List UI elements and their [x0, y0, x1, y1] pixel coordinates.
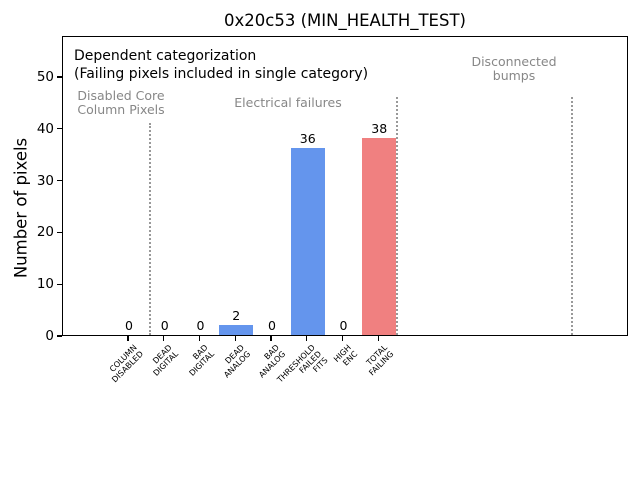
x-tick-mark	[163, 336, 165, 341]
y-tick-mark	[57, 231, 62, 234]
y-tick-label: 30	[36, 172, 54, 189]
bar-value-label: 0	[125, 318, 133, 333]
bar-value-label: 2	[232, 307, 241, 323]
x-tick-mark	[198, 336, 201, 341]
bar-value-label: 0	[268, 318, 276, 333]
x-tick-mark	[377, 336, 379, 341]
y-tick-label: 20	[36, 224, 54, 241]
bar-value-label: 0	[339, 318, 348, 333]
y-tick-label: 50	[36, 68, 54, 85]
x-tick-mark	[341, 336, 344, 341]
y-tick-mark	[57, 335, 62, 337]
region-separator-line	[571, 97, 573, 335]
x-tick-label: COLUMN DISABLED	[107, 343, 145, 385]
annotation-note: Dependent categorization (Failing pixels…	[74, 48, 368, 83]
x-tick-mark	[127, 336, 129, 341]
bar-value-label: 38	[371, 121, 388, 137]
bar-value-label: 36	[299, 131, 316, 147]
y-tick-mark	[57, 283, 62, 285]
x-tick-label: TOTAL FAILING	[364, 343, 395, 378]
x-tick-label: DEAD DIGITAL	[151, 343, 181, 378]
region-label: Disabled Core Column Pixels	[77, 88, 165, 117]
annotation-note-line1: Dependent categorization	[74, 48, 257, 64]
y-tick-label: 0	[45, 328, 54, 344]
y-tick-label: 40	[36, 120, 54, 137]
x-tick-label: THRESHOLD FAILED FITS	[275, 343, 330, 385]
region-separator-line	[149, 123, 151, 335]
bar-value-label: 0	[196, 318, 205, 333]
annotation-note-line2: (Failing pixels included in single categ…	[74, 65, 369, 82]
x-tick-mark	[270, 336, 272, 341]
x-tick-label: BAD DIGITAL	[187, 343, 217, 378]
x-tick-mark	[306, 336, 308, 341]
region-separator-line	[396, 97, 398, 335]
region-label: Electrical failures	[234, 95, 342, 110]
y-tick-mark	[57, 128, 62, 130]
y-tick-mark	[57, 179, 62, 182]
x-tick-mark	[234, 336, 236, 341]
x-tick-label: DEAD ANALOG	[221, 343, 252, 380]
bar	[219, 324, 254, 335]
chart-title: 0x20c53 (MIN_HEALTH_TEST)	[224, 11, 466, 30]
plot-area: Dependent categorization (Failing pixels…	[62, 36, 628, 336]
bar-value-label: 0	[160, 318, 169, 333]
region-label: Disconnected bumps	[471, 54, 557, 83]
y-tick-mark	[57, 76, 62, 78]
y-axis-label: Number of pixels	[11, 137, 31, 279]
bar	[362, 138, 397, 335]
x-tick-label: HIGH ENC	[331, 343, 360, 368]
y-tick-label: 10	[36, 276, 54, 293]
bar	[290, 148, 325, 335]
